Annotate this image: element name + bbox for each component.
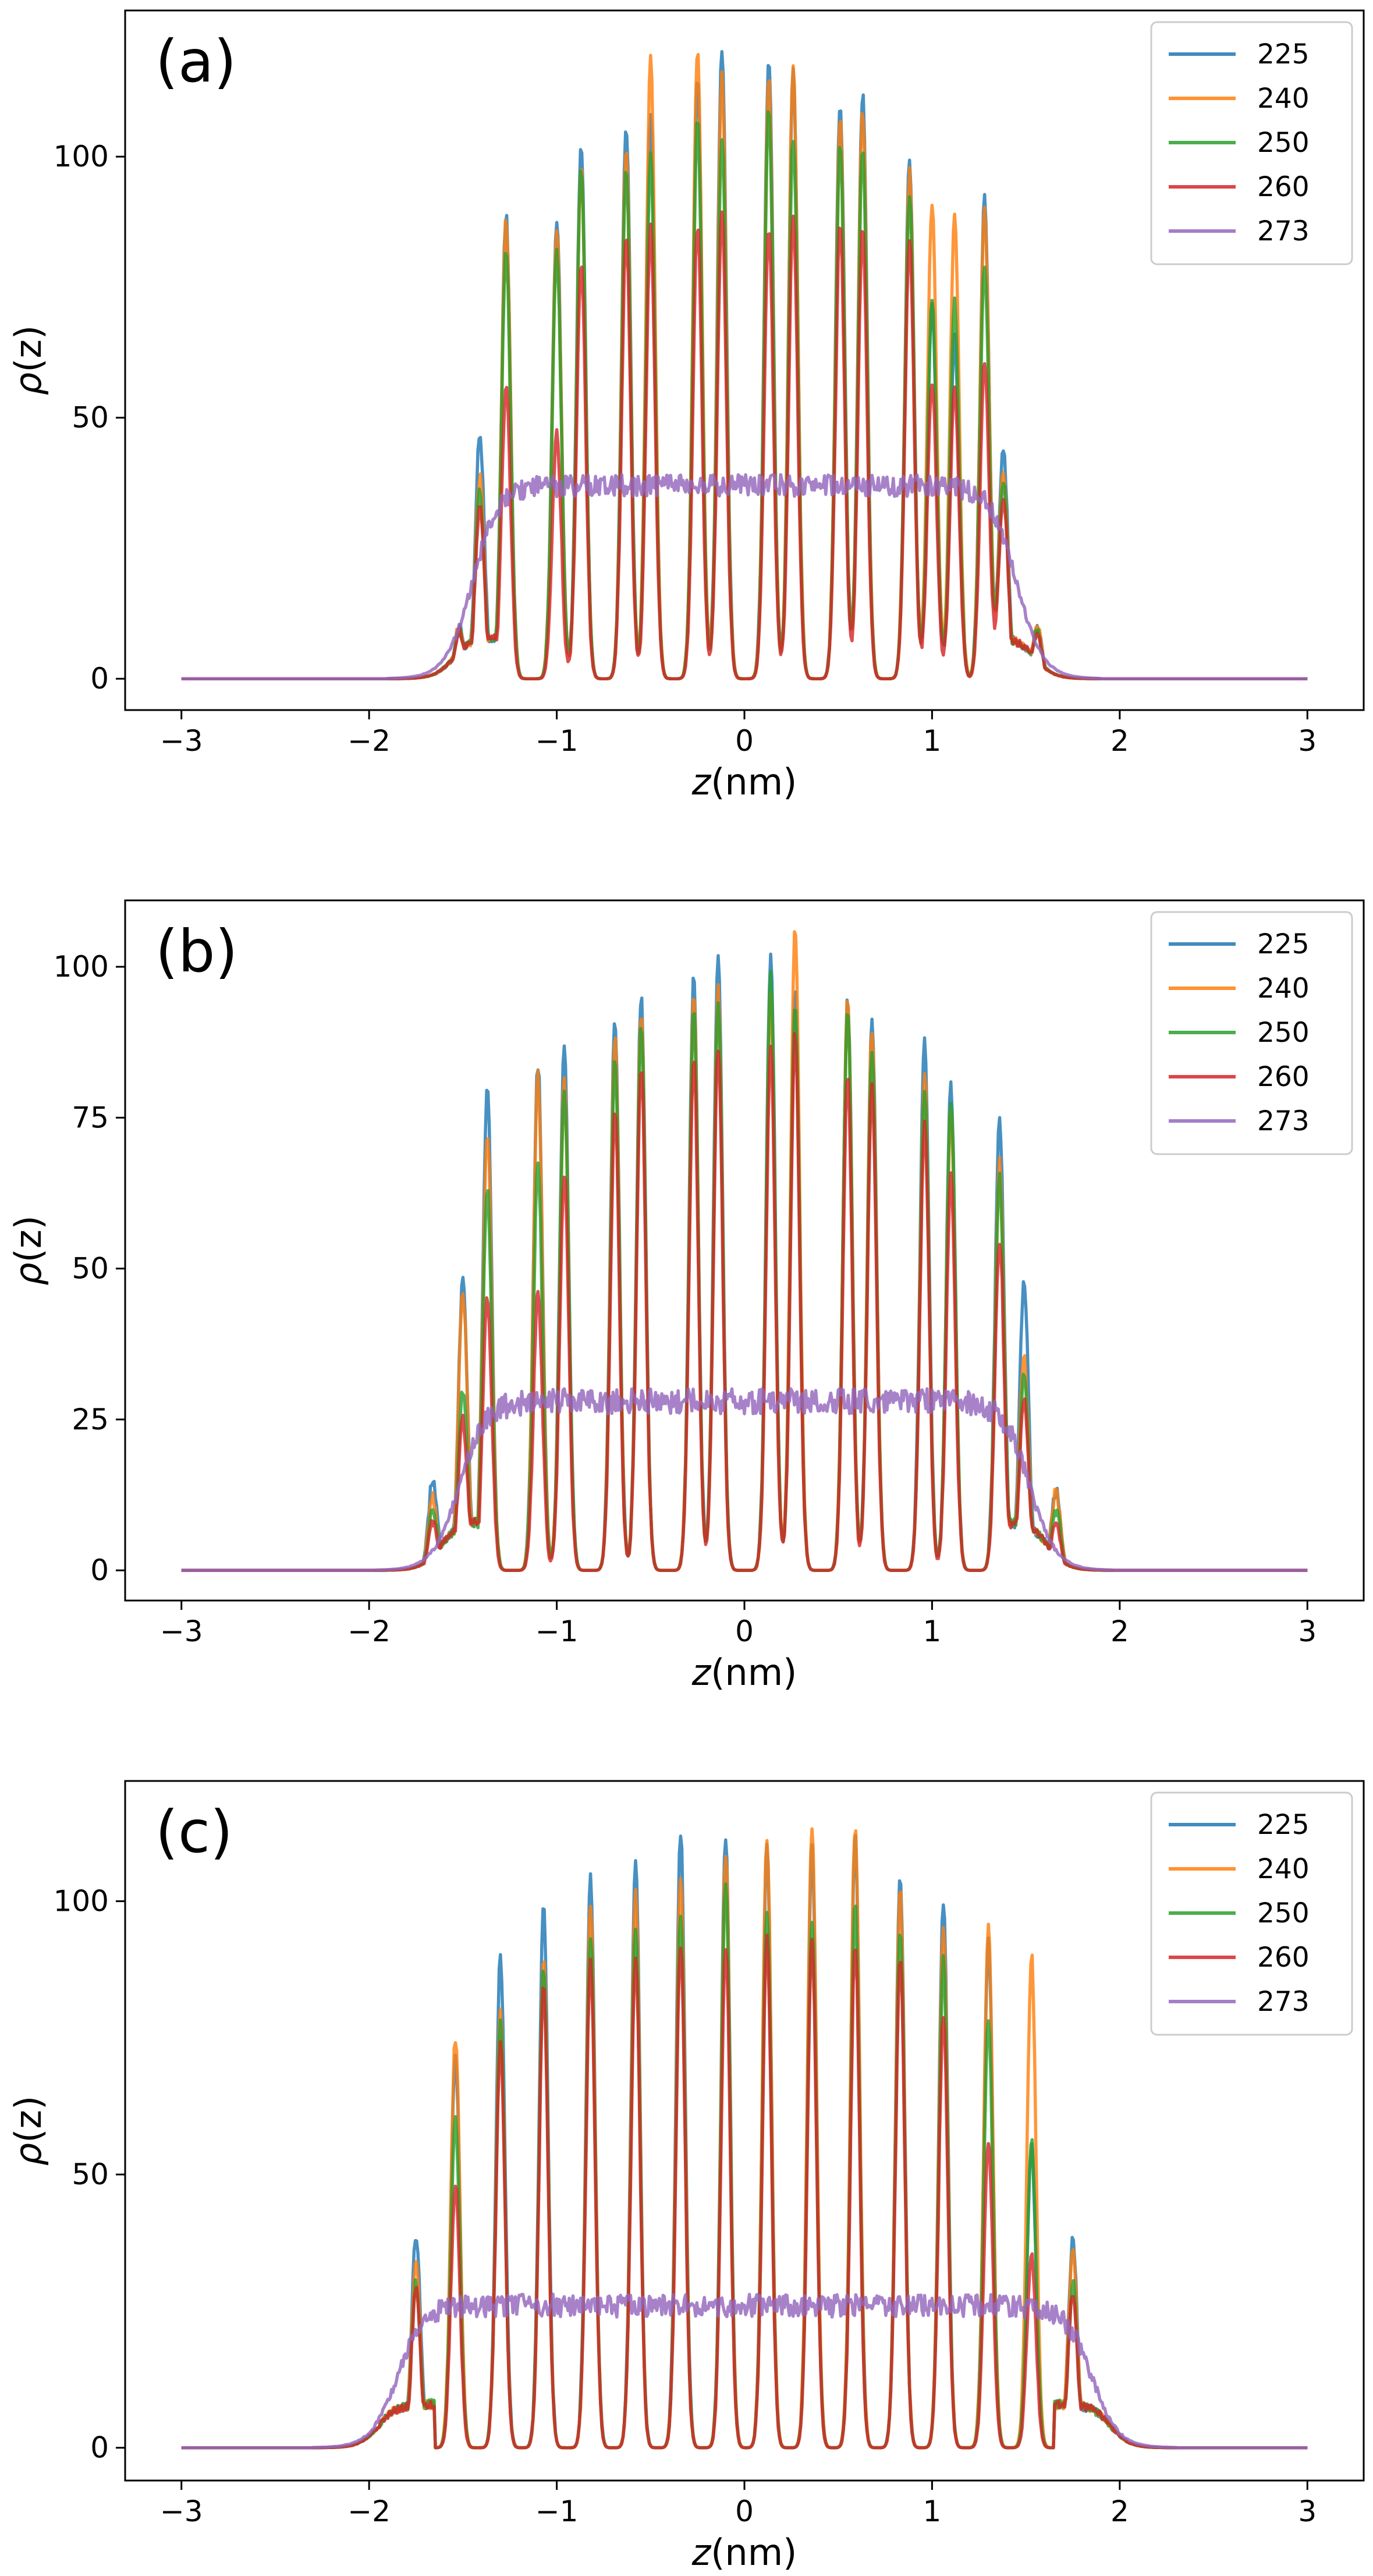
series-line-240	[181, 1827, 1308, 2450]
panel-3: −3 −2 −1 0 1 2 3 0 50 100 z(nm) ρ(z) (c) 225 240 250 260…	[7, 1780, 1365, 2574]
legend-label-225: 225	[1257, 1809, 1310, 1841]
panel-1: −3 −2 −1 0 1 2 3 0 50 100 z(nm) ρ(z) (a) 225 240 250 260…	[7, 9, 1365, 803]
x-tick-label: 1	[923, 2495, 942, 2528]
series-line-240	[181, 930, 1308, 1572]
legend-label-240: 240	[1257, 83, 1310, 115]
y-axis-argument: (z)	[7, 325, 49, 372]
x-axis-unit: (nm)	[711, 1651, 797, 1694]
x-tick-label: 1	[923, 1615, 942, 1648]
legend-label-225: 225	[1257, 38, 1310, 70]
series-lines	[181, 1827, 1308, 2450]
series-line-273	[181, 1387, 1308, 1572]
legend-label-273: 273	[1257, 1105, 1310, 1137]
x-tick-label: 2	[1111, 2495, 1129, 2528]
y-tick-label: 0	[90, 1553, 109, 1587]
series-lines	[181, 49, 1308, 680]
x-axis-variable: z	[691, 2531, 712, 2574]
x-tick-label: 3	[1298, 724, 1317, 758]
y-axis-argument: (z)	[7, 1215, 49, 1262]
legend: 225 240 250 260 273	[1150, 21, 1353, 265]
x-tick-label: 3	[1298, 1615, 1317, 1648]
x-tick-label: −2	[347, 2495, 391, 2528]
legend-label-240: 240	[1257, 1853, 1310, 1885]
y-tick-label: 100	[54, 1885, 109, 1918]
y-tick-label: 100	[54, 950, 109, 984]
legend-label-240: 240	[1257, 973, 1310, 1005]
x-tick-label: 2	[1111, 724, 1129, 758]
x-tick-label: −2	[347, 724, 391, 758]
x-tick-label: −1	[535, 1615, 579, 1648]
x-axis-label: z(nm)	[691, 2531, 797, 2574]
y-tick-label: 0	[90, 2431, 109, 2465]
legend-box	[1150, 911, 1353, 1155]
legend-label-273: 273	[1257, 1986, 1310, 2018]
x-axis-unit: (nm)	[711, 761, 797, 803]
legend: 225 240 250 260 273	[1150, 1791, 1353, 2036]
x-axis-variable: z	[691, 1651, 712, 1694]
legend-box	[1150, 1791, 1353, 2036]
panel-2: −3 −2 −1 0 1 2 3 0 25 50 75 100 z(nm) ρ(z) (b) 225 240 25…	[7, 899, 1365, 1694]
y-axis-variable: ρ	[7, 372, 49, 395]
x-tick-label: −2	[347, 1615, 391, 1648]
x-tick-label: −1	[535, 724, 579, 758]
series-line-260	[181, 1032, 1308, 1572]
x-axis-label: z(nm)	[691, 761, 797, 803]
y-tick-label: 25	[72, 1403, 109, 1436]
panel-label: (a)	[155, 27, 236, 95]
series-lines	[181, 930, 1308, 1572]
x-axis-unit: (nm)	[711, 2531, 797, 2574]
series-line-250	[181, 1882, 1308, 2450]
y-tick-label: 100	[54, 140, 109, 173]
x-tick-label: −3	[160, 2495, 203, 2528]
series-line-250	[181, 970, 1308, 1572]
x-axis-variable: z	[691, 761, 712, 803]
series-line-273	[181, 2293, 1308, 2450]
x-tick-label: −3	[160, 724, 203, 758]
x-tick-label: 0	[735, 1615, 754, 1648]
y-axis-variable: ρ	[7, 2143, 49, 2166]
legend-label-260: 260	[1257, 1942, 1310, 1974]
legend-box	[1150, 21, 1353, 265]
legend-label-260: 260	[1257, 171, 1310, 203]
y-axis-argument: (z)	[7, 2096, 49, 2143]
x-tick-label: 1	[923, 724, 942, 758]
y-axis-variable: ρ	[7, 1262, 49, 1285]
y-tick-label: 0	[90, 662, 109, 696]
y-tick-label: 75	[72, 1101, 109, 1134]
series-line-260	[181, 1933, 1308, 2450]
x-tick-label: 2	[1111, 1615, 1129, 1648]
y-tick-label: 50	[72, 401, 109, 435]
series-line-273	[181, 473, 1308, 680]
x-tick-label: 0	[735, 2495, 754, 2528]
series-line-225	[181, 952, 1308, 1572]
x-tick-label: 0	[735, 724, 754, 758]
series-line-225	[181, 49, 1308, 680]
legend-label-225: 225	[1257, 928, 1310, 960]
legend-label-273: 273	[1257, 215, 1310, 247]
x-tick-label: −1	[535, 2495, 579, 2528]
legend-label-260: 260	[1257, 1061, 1310, 1093]
y-axis-label: ρ(z)	[7, 325, 49, 395]
y-axis-label: ρ(z)	[7, 1215, 49, 1285]
y-tick-label: 50	[72, 1252, 109, 1286]
x-tick-label: −3	[160, 1615, 203, 1648]
legend-label-250: 250	[1257, 127, 1310, 159]
y-axis-label: ρ(z)	[7, 2096, 49, 2166]
legend-label-250: 250	[1257, 1017, 1310, 1049]
series-line-260	[181, 210, 1308, 680]
series-line-240	[181, 53, 1308, 680]
x-axis-label: z(nm)	[691, 1651, 797, 1694]
panel-label: (b)	[155, 917, 238, 985]
y-tick-label: 50	[72, 2158, 109, 2191]
panel-label: (c)	[155, 1798, 233, 1866]
series-line-225	[181, 1834, 1308, 2450]
series-line-250	[181, 110, 1308, 680]
legend-label-250: 250	[1257, 1897, 1310, 1929]
legend: 225 240 250 260 273	[1150, 911, 1353, 1155]
x-tick-label: 3	[1298, 2495, 1317, 2528]
